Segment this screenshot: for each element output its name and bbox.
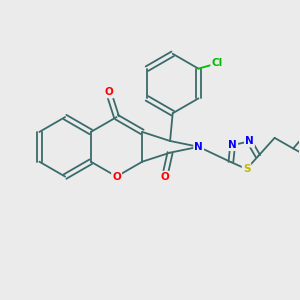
Text: Cl: Cl — [212, 58, 223, 68]
Text: N: N — [228, 140, 237, 150]
Text: O: O — [160, 172, 169, 182]
Text: O: O — [112, 172, 121, 182]
Text: S: S — [243, 164, 250, 174]
Text: O: O — [104, 87, 113, 97]
Text: N: N — [194, 142, 203, 152]
Text: N: N — [245, 136, 254, 146]
